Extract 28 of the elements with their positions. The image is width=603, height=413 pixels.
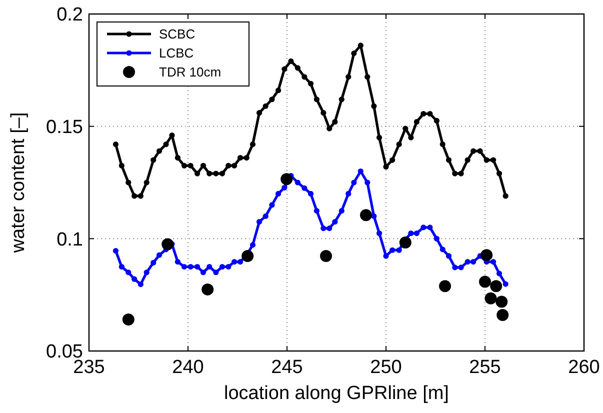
point xyxy=(484,292,497,304)
point xyxy=(479,276,491,288)
x-axis-title: location along GPRline [m] xyxy=(224,383,449,404)
point xyxy=(399,236,412,248)
point xyxy=(490,280,502,292)
x-tick-label: 250 xyxy=(370,357,402,378)
point xyxy=(496,309,509,322)
y-axis-title: water content [–] xyxy=(8,112,29,254)
point xyxy=(320,250,332,262)
x-tick-label: 260 xyxy=(568,357,600,378)
legend-label: LCBC xyxy=(159,46,194,61)
x-tick-label: 255 xyxy=(469,357,501,378)
point xyxy=(242,250,254,262)
x-tick-label: 240 xyxy=(172,357,204,378)
x-tick-label: 245 xyxy=(271,357,303,378)
y-tick-label: 0.1 xyxy=(56,229,83,250)
point xyxy=(122,314,134,326)
point xyxy=(162,238,174,250)
point xyxy=(202,283,214,296)
point xyxy=(360,209,372,222)
y-tick-label: 0.15 xyxy=(46,116,83,138)
y-tick-label: 0.2 xyxy=(56,4,83,26)
point xyxy=(280,173,293,186)
point xyxy=(439,280,452,292)
point xyxy=(480,249,493,262)
point xyxy=(496,296,508,308)
legend-label: SCBC xyxy=(159,26,196,42)
legend-label: TDR 10cm xyxy=(159,64,222,80)
